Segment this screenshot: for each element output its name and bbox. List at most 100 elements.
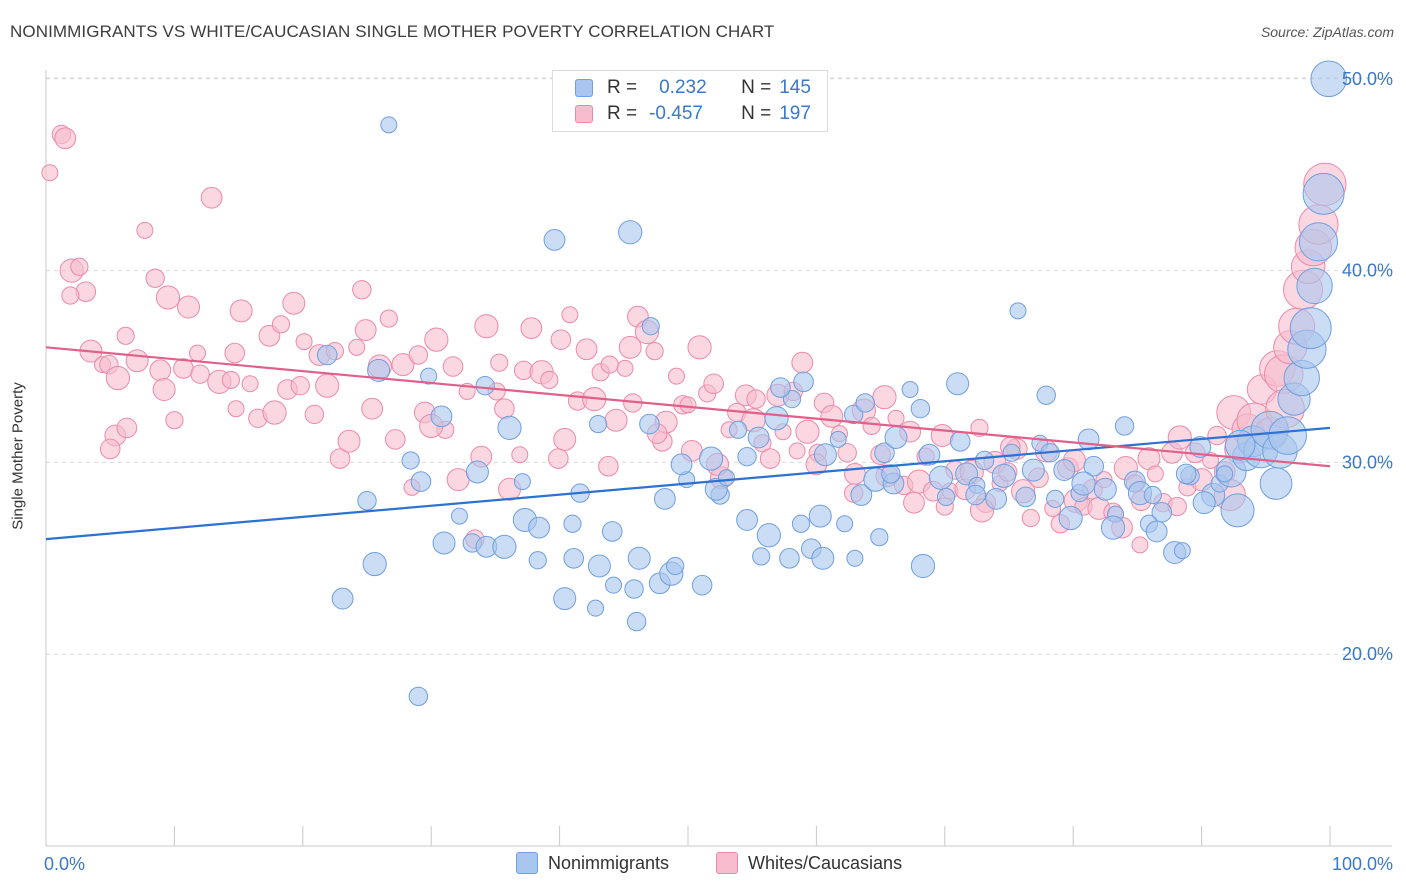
data-point-whites	[290, 375, 310, 396]
data-point-whites	[1146, 465, 1164, 483]
correlation-legend: R = 0.232 N = 145 R = -0.457 N = 197	[552, 70, 828, 132]
legend-r-label: R =	[607, 103, 638, 124]
data-point-nonimmigrants	[543, 229, 566, 251]
legend-n-value: 197	[779, 103, 811, 124]
data-point-nonimmigrants	[756, 523, 781, 548]
data-point-whites	[384, 429, 406, 450]
data-point-nonimmigrants	[811, 546, 835, 570]
data-point-whites	[616, 359, 634, 377]
legend-n-label: N =	[741, 77, 772, 98]
data-point-nonimmigrants	[764, 406, 789, 431]
legend-swatch-pink	[575, 105, 593, 123]
data-point-whites	[424, 327, 449, 352]
data-point-nonimmigrants	[331, 587, 354, 610]
data-point-whites	[820, 404, 844, 428]
data-point-whites	[1207, 425, 1227, 446]
data-point-nonimmigrants	[881, 464, 901, 484]
y-tick-label: 30.0%	[1342, 452, 1393, 472]
data-point-whites	[262, 400, 287, 425]
data-point-whites	[1021, 508, 1040, 528]
data-point-whites	[540, 370, 559, 390]
data-point-whites	[645, 342, 664, 361]
source-label: Source: ZipAtlas.com	[1260, 24, 1394, 40]
data-point-whites	[329, 448, 351, 469]
data-point-whites	[1167, 425, 1192, 450]
data-point-whites	[759, 448, 781, 469]
data-point-whites	[887, 409, 905, 427]
data-point-whites	[930, 424, 954, 448]
data-point-nonimmigrants	[666, 556, 685, 576]
data-point-nonimmigrants	[492, 534, 517, 559]
data-point-whites	[189, 344, 207, 362]
chart-title: NONIMMIGRANTS VS WHITE/CAUCASIAN SINGLE …	[10, 22, 775, 41]
tick-labels: 20.0% 30.0% 40.0% 50.0% 0.0% 100.0%	[44, 69, 1393, 874]
data-point-nonimmigrants	[1268, 416, 1307, 455]
data-point-nonimmigrants	[1302, 172, 1345, 215]
data-point-whites	[177, 295, 201, 319]
data-point-nonimmigrants	[728, 420, 748, 439]
data-point-whites	[136, 221, 154, 239]
data-point-nonimmigrants	[589, 414, 608, 434]
trend-line-whites	[45, 346, 1331, 468]
data-point-whites	[791, 351, 814, 374]
data-point-nonimmigrants	[420, 367, 438, 385]
data-point-nonimmigrants	[1298, 222, 1339, 262]
data-point-nonimmigrants	[316, 344, 338, 366]
data-point-nonimmigrants	[1009, 302, 1027, 320]
data-point-whites	[474, 314, 499, 339]
data-point-nonimmigrants	[1216, 465, 1234, 483]
data-point-whites	[224, 342, 246, 364]
data-point-whites	[145, 268, 165, 288]
data-point-whites	[282, 291, 306, 315]
data-point-nonimmigrants	[718, 469, 736, 487]
data-point-whites	[903, 491, 925, 514]
data-point-whites	[520, 317, 543, 340]
data-point-whites	[553, 427, 577, 451]
y-tick-label: 40.0%	[1342, 261, 1393, 281]
data-point-whites	[862, 416, 881, 436]
data-point-nonimmigrants	[1002, 443, 1021, 462]
data-point-nonimmigrants	[918, 443, 941, 466]
data-point-whites	[618, 335, 642, 359]
data-point-nonimmigrants	[949, 431, 971, 452]
data-point-nonimmigrants	[626, 611, 647, 632]
legend-item-whites[interactable]: Whites/Caucasians	[716, 852, 902, 874]
legend-item-nonimmigrants[interactable]: Nonimmigrants	[516, 852, 669, 874]
data-point-nonimmigrants	[779, 548, 800, 569]
data-point-whites	[679, 396, 697, 414]
data-point-nonimmigrants	[362, 551, 387, 577]
axes	[45, 70, 1392, 847]
data-point-whites	[116, 326, 135, 345]
data-point-nonimmigrants	[1093, 477, 1117, 501]
data-point-nonimmigrants	[691, 574, 713, 596]
data-point-nonimmigrants	[1058, 505, 1083, 531]
data-point-nonimmigrants	[1036, 385, 1056, 405]
data-point-whites	[227, 400, 245, 418]
legend-swatch-pink	[716, 852, 738, 874]
data-point-nonimmigrants	[1083, 455, 1105, 477]
data-point-whites	[61, 286, 80, 305]
data-point-nonimmigrants	[587, 554, 611, 578]
data-point-nonimmigrants	[1173, 542, 1191, 560]
data-point-nonimmigrants	[401, 451, 420, 470]
data-point-whites	[200, 186, 223, 209]
data-point-whites	[511, 446, 529, 464]
data-point-whites	[70, 257, 89, 276]
data-point-nonimmigrants	[808, 504, 832, 528]
data-point-nonimmigrants	[380, 116, 398, 134]
x-tick-label: 0.0%	[44, 854, 85, 874]
data-point-nonimmigrants	[791, 514, 811, 533]
data-point-whites	[788, 442, 806, 460]
data-point-whites	[190, 364, 210, 384]
data-point-nonimmigrants	[1053, 459, 1076, 481]
data-point-nonimmigrants	[910, 398, 931, 419]
data-point-whites	[105, 365, 131, 391]
data-point-nonimmigrants	[747, 426, 770, 449]
data-point-nonimmigrants	[367, 358, 391, 382]
legend-row-nonimmigrants: R = 0.232 N = 145	[575, 77, 811, 99]
data-point-nonimmigrants	[408, 686, 429, 707]
data-point-nonimmigrants	[605, 576, 623, 594]
data-point-whites	[442, 356, 464, 377]
data-point-nonimmigrants	[910, 553, 936, 579]
data-point-nonimmigrants	[639, 413, 660, 435]
